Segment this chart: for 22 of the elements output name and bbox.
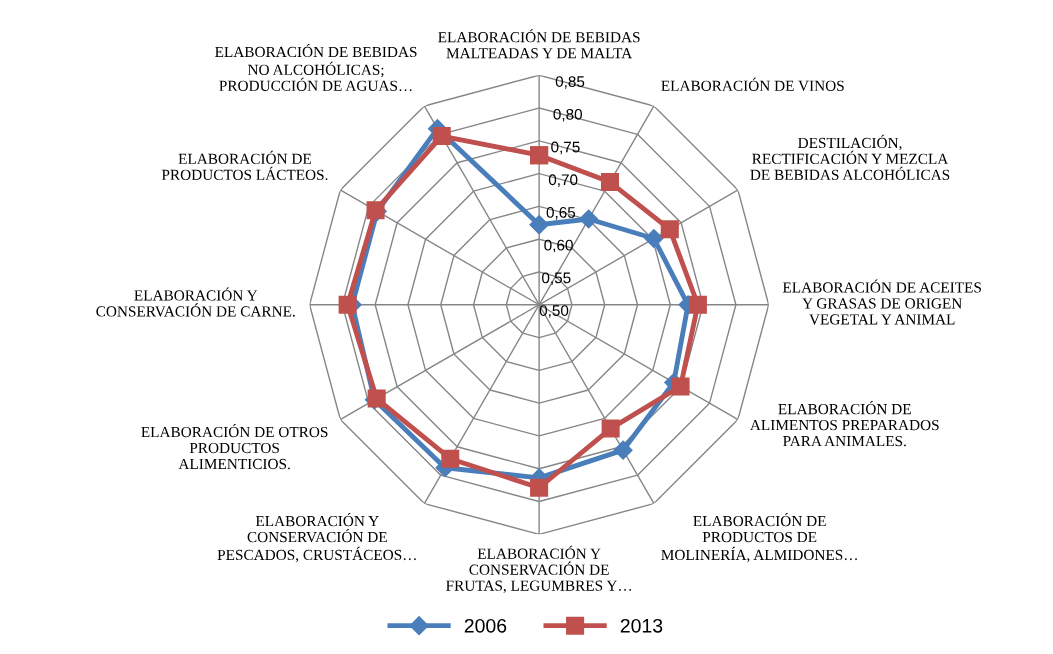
spoke-label: ELABORACIÓN DE PRODUCTOS DE MOLINERÍA, ALMIDONES… — [661, 513, 857, 563]
y-tick-label: 0,65 — [546, 207, 576, 220]
y-tick-label: 0,60 — [544, 239, 573, 253]
y-tick-label: 0,50 — [539, 305, 569, 318]
spoke-label: ELABORACIÓN DE VINOS — [661, 77, 844, 92]
spoke-label: ELABORACIÓN Y CONSERVACIÓN DE FRUTAS, LEGUMBRES Y… — [446, 545, 632, 593]
spoke-label: ELABORACIÓN DE BEBIDAS MALTEADAS Y DE MALTA — [438, 29, 640, 59]
spoke-label: ELABORACIÓN DE BEBIDAS NO ALCOHÓLICAS; PRODUCCIÓN DE AGUAS… — [215, 43, 417, 91]
y-tick-label: 0,85 — [555, 76, 585, 89]
y-tick-label: 0,80 — [553, 108, 582, 122]
spoke-label: ELABORACIÓN Y CONSERVACIÓN DE PESCADOS, CRUSTÁCEOS… — [217, 513, 416, 563]
spoke-label: ELABORACIÓN DE ACEITES Y GRASAS DE ORIGEN VEGETAL Y ANIMAL — [782, 279, 981, 325]
spoke-label: ELABORACIÓN DE PRODUCTOS LÁCTEOS. — [161, 150, 328, 181]
spoke-label: DESTILACIÓN, RECTIFICACIÓN Y MEZCLA DE BEBIDAS ALCOHÓLICAS — [750, 134, 950, 180]
y-tick-label: 0,55 — [542, 272, 571, 286]
legend-label: 2013 — [620, 618, 663, 633]
spoke-label: ELABORACIÓN Y CONSERVACIÓN DE CARNE. — [96, 287, 295, 317]
spoke-label: ELABORACIÓN DE ALIMENTOS PREPARADOS PARA ANIMALES. — [750, 401, 939, 447]
legend-label: 2006 — [464, 618, 507, 633]
y-tick-label: 0,70 — [548, 174, 578, 187]
y-tick-label: 0,75 — [551, 141, 580, 155]
spoke-label: ELABORACIÓN DE OTROS PRODUCTOS ALIMENTICIOS. — [141, 423, 328, 470]
